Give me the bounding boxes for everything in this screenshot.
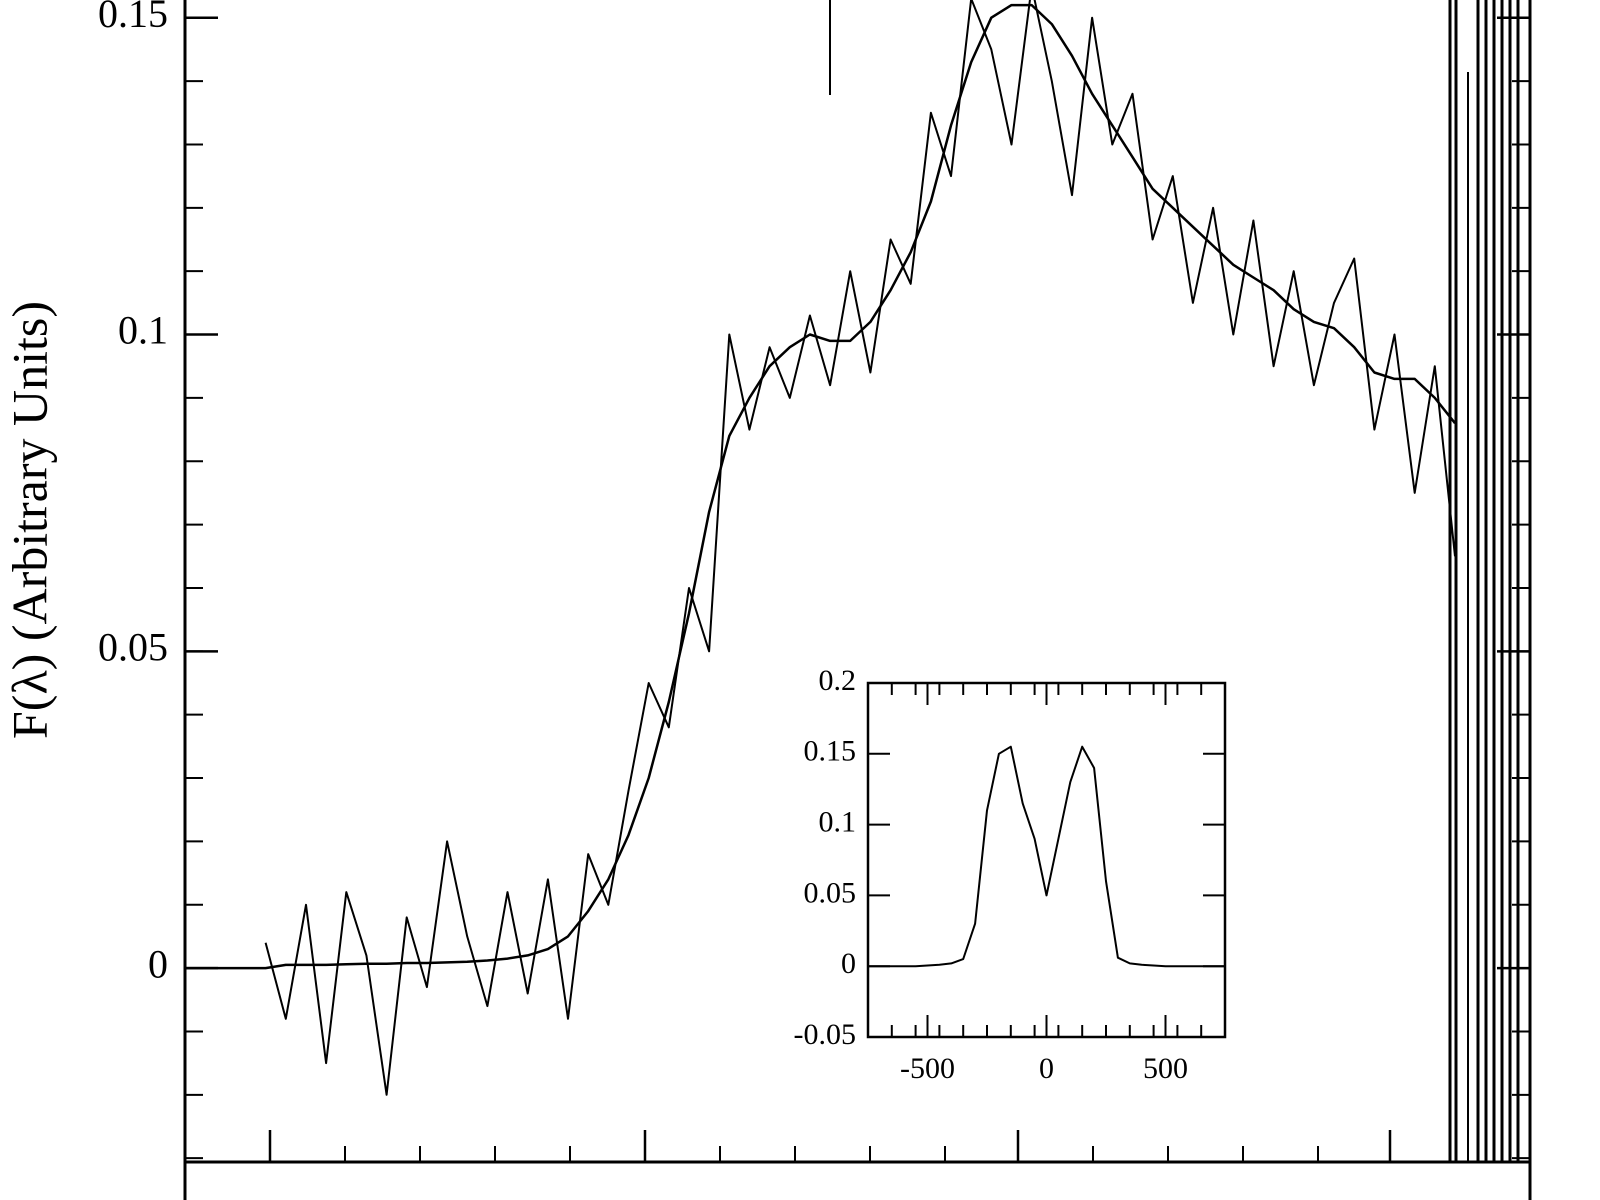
inset-y-tick-label: 0.1 bbox=[819, 805, 857, 838]
inset-y-tick-label: 0.15 bbox=[804, 735, 857, 768]
series-line bbox=[868, 745, 1225, 968]
inset-x-tick-label: -500 bbox=[900, 1052, 955, 1085]
series-line bbox=[264, 0, 1456, 1096]
y-tick-label: 0.1 bbox=[118, 308, 168, 353]
series-line bbox=[185, 3, 1456, 970]
y-tick-label: 0.15 bbox=[98, 0, 168, 36]
inset-x-tick-label: 500 bbox=[1143, 1052, 1188, 1085]
y-tick-label: 0 bbox=[148, 941, 168, 986]
inset-y-tick-label: 0 bbox=[841, 947, 856, 980]
y-axis-label: F(λ) (Arbitrary Units) bbox=[1, 301, 57, 739]
inset-x-tick-label: 0 bbox=[1039, 1052, 1054, 1085]
inset-y-tick-label: 0.2 bbox=[819, 664, 857, 697]
y-tick-label: 0.05 bbox=[98, 624, 168, 669]
inset-y-tick-label: 0.05 bbox=[804, 876, 857, 909]
inset-y-tick-label: -0.05 bbox=[794, 1018, 857, 1051]
inset-frame bbox=[866, 681, 1227, 1039]
frame bbox=[183, 0, 1532, 1200]
